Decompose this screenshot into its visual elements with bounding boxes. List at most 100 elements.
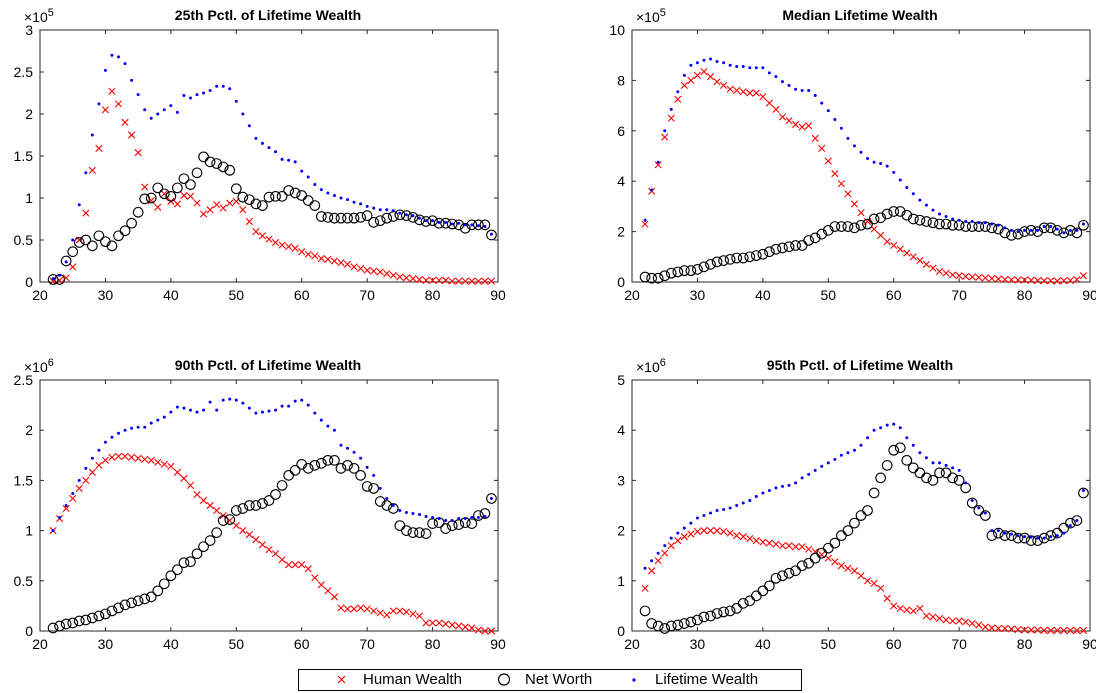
human-wealth-point — [726, 85, 734, 93]
lifetime-wealth-point — [892, 422, 896, 426]
human-wealth-point — [746, 89, 754, 97]
x-marker-stroke — [160, 190, 168, 198]
x-marker-stroke — [752, 89, 760, 97]
human-wealth-point — [706, 73, 715, 81]
x-marker-stroke — [199, 210, 208, 218]
human-wealth-point — [186, 192, 195, 200]
lifetime-wealth-point — [457, 221, 461, 225]
net-worth-point — [172, 182, 183, 194]
net-worth-point — [276, 190, 288, 202]
human-wealth-point — [298, 248, 306, 256]
human-wealth-point — [167, 462, 175, 470]
human-wealth-point — [949, 617, 957, 625]
x-marker-stroke — [896, 245, 904, 253]
y-tick-label: 2 — [617, 224, 625, 240]
x-marker-stroke — [739, 533, 747, 541]
x-marker-stroke — [350, 263, 358, 271]
net-worth-point — [86, 240, 98, 252]
net-worth-point — [999, 530, 1011, 541]
x-tick-label: 60 — [294, 287, 310, 303]
net-worth-point — [777, 242, 788, 254]
x-tick-label: 90 — [1082, 287, 1096, 303]
human-wealth-point — [376, 268, 384, 276]
human-wealth-point — [415, 275, 424, 284]
lifetime-wealth-point — [247, 406, 251, 410]
net-worth-point — [1038, 532, 1050, 544]
net-worth-point — [718, 255, 729, 266]
net-worth-point — [783, 567, 795, 579]
x-marker-stroke — [805, 545, 813, 553]
x-marker-stroke — [1014, 625, 1022, 634]
lifetime-wealth-point — [800, 88, 804, 92]
human-wealth-point — [108, 453, 116, 461]
human-wealth-point — [1066, 276, 1074, 285]
lifetime-wealth-point — [898, 178, 902, 182]
lifetime-wealth-point — [149, 421, 153, 425]
lifetime-wealth-point — [656, 160, 660, 164]
human-wealth-point — [396, 607, 404, 615]
net-worth-point — [361, 481, 373, 492]
human-wealth-point — [311, 252, 319, 260]
x-marker-stroke — [62, 504, 70, 513]
human-wealth-point — [988, 624, 996, 632]
human-wealth-point — [357, 604, 365, 612]
net-worth-point — [368, 217, 380, 228]
human-wealth-point — [798, 123, 806, 131]
net-worth-point — [342, 459, 353, 471]
x-marker-stroke — [935, 267, 944, 276]
y-tick-label: 2 — [25, 106, 33, 122]
net-worth-point — [335, 463, 347, 474]
lifetime-wealth-point — [833, 457, 837, 461]
x-marker-stroke — [752, 537, 760, 545]
lifetime-wealth-point — [293, 160, 297, 164]
net-worth-point — [224, 514, 236, 525]
lifetime-wealth-point — [306, 175, 310, 179]
lifetime-wealth-point — [695, 61, 699, 65]
human-wealth-point — [442, 620, 450, 628]
human-wealth-point — [720, 528, 728, 536]
net-worth-point — [342, 212, 353, 224]
lifetime-wealth-point — [1003, 531, 1007, 535]
net-worth-point — [263, 191, 275, 203]
y-tick-label: 8 — [617, 72, 625, 88]
net-worth-point — [1038, 222, 1050, 234]
lifetime-wealth-point — [761, 491, 765, 495]
lifetime-wealth-point — [1081, 222, 1085, 226]
human-wealth-point — [271, 550, 280, 558]
x-marker-stroke — [1007, 276, 1016, 284]
human-wealth-point — [370, 607, 378, 615]
plot-area: 20 30 40 50 60 70 80 90 0 0.5 1 1.5 2 2.5 3 — [14, 22, 506, 303]
x-marker-stroke — [700, 527, 708, 535]
lifetime-wealth-point — [859, 443, 863, 447]
lifetime-wealth-point — [820, 101, 824, 105]
human-wealth-point — [245, 217, 253, 226]
x-marker-stroke — [95, 144, 103, 153]
x-marker-stroke — [863, 577, 872, 585]
x-marker-stroke — [680, 81, 688, 90]
human-wealth-point — [798, 543, 806, 551]
net-worth-point — [185, 179, 196, 190]
x-marker-stroke — [831, 558, 839, 566]
lifetime-wealth-point — [90, 133, 94, 137]
net-worth-point — [257, 498, 268, 509]
net-worth-point — [250, 500, 262, 511]
lifetime-wealth-point — [748, 66, 752, 70]
net-worth-point — [659, 623, 671, 634]
x-marker-stroke — [291, 561, 299, 569]
human-wealth-point — [1053, 626, 1061, 635]
human-wealth-point — [713, 527, 721, 535]
lifetime-wealth-point — [911, 192, 915, 196]
human-wealth-point — [693, 71, 702, 79]
net-worth-point — [86, 612, 98, 624]
lifetime-wealth-point — [365, 465, 369, 469]
x-tick-label: 60 — [886, 287, 902, 303]
human-wealth-point — [903, 249, 911, 257]
x-marker-stroke — [324, 587, 332, 595]
x-marker-stroke — [811, 134, 819, 142]
human-wealth-point — [988, 274, 996, 283]
x-marker-stroke — [844, 564, 852, 572]
lifetime-wealth-point — [722, 508, 726, 512]
x-marker-stroke — [877, 584, 885, 592]
lifetime-wealth-point — [1023, 535, 1027, 539]
y-tick-label: 1 — [25, 523, 33, 539]
